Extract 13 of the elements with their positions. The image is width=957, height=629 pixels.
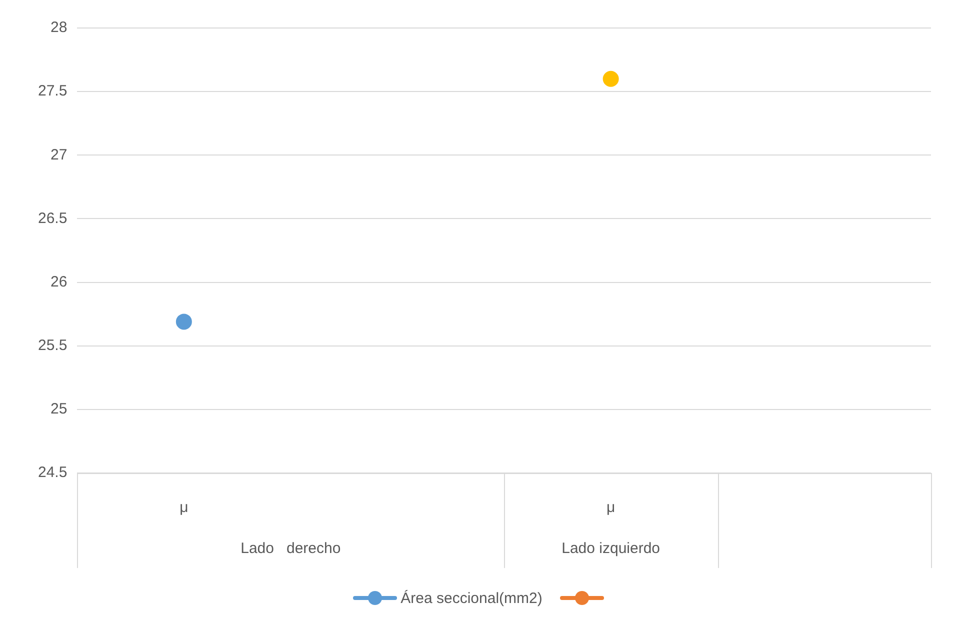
y-tick-label: 25	[50, 400, 68, 418]
text: Lado izquierdo	[562, 540, 660, 557]
y-tick-label: 27.5	[38, 82, 68, 100]
x-tick-label: μ	[606, 499, 616, 516]
y-tick-label: 25.5	[38, 337, 68, 354]
y-tick-label: 24.5	[38, 464, 68, 482]
legend-label: Área seccional(mm2)	[400, 590, 542, 606]
y-tick-label: 28	[50, 19, 68, 36]
y-tick-label: 26.5	[38, 210, 68, 227]
text: Lado derecho	[240, 540, 341, 557]
y-tick-label: 27	[50, 146, 68, 164]
x-tick-label: μ	[180, 499, 188, 516]
y-tick-label: 26	[50, 273, 68, 290]
